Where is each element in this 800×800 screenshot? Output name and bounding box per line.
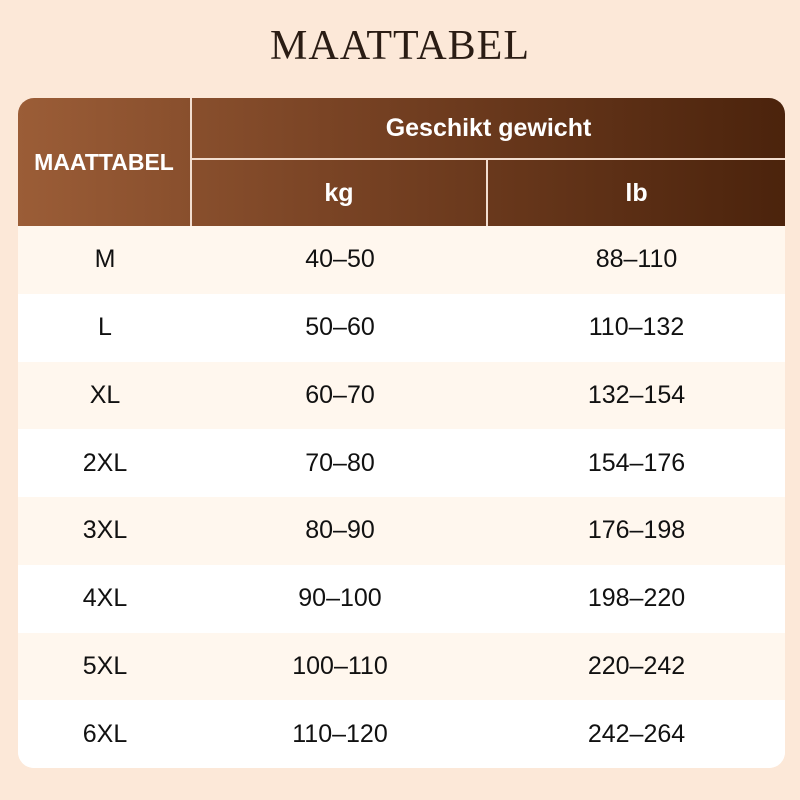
size-cell: 6XL [82, 719, 128, 748]
table-row: 3XL 80–90 176–198 [18, 497, 785, 565]
table-row: M 40–50 88–110 [18, 226, 785, 294]
size-cell: M [94, 245, 116, 274]
size-cell: L [98, 313, 112, 342]
column-header: kg [192, 160, 488, 226]
weight-cell: 50–60 [305, 313, 375, 342]
weight-cell: 242–264 [587, 719, 686, 748]
weight-cell: 88–110 [595, 245, 678, 274]
weight-cell: 90–100 [298, 584, 382, 613]
table-row: XL 60–70 132–154 [18, 361, 785, 430]
size-cell: 2XL [82, 448, 128, 477]
table-row: 6XL 110–120 242–264 [18, 700, 785, 768]
corner-header: MAATTABEL [18, 98, 192, 226]
table-row: L 50–60 110–132 [18, 293, 785, 362]
weight-cell: 110–132 [588, 313, 685, 342]
table-row: 5XL 100–110 220–242 [18, 632, 785, 701]
table-body: M 40–50 88–110 L 50–60 110–132 XL 60–70 132–154 2… [18, 226, 785, 768]
weight-cell: 198–220 [587, 584, 686, 613]
size-cell: XL [89, 380, 121, 409]
weight-cell: 40–50 [305, 245, 375, 274]
weight-cell: 176–198 [587, 516, 686, 545]
weight-cell: 110–120 [292, 719, 388, 748]
weight-cell: 70–80 [305, 448, 375, 477]
weight-cell: 80–90 [305, 516, 375, 545]
weight-cell: 132–154 [587, 380, 686, 409]
size-table: MAATTABEL Geschikt gewicht kg lb M 40–50 8… [18, 98, 785, 768]
size-cell: 4XL [82, 584, 128, 613]
table-row: 4XL 90–100 198–220 [18, 564, 785, 633]
weight-cell: 100–110 [292, 651, 388, 680]
weight-cell: 154–176 [587, 448, 686, 477]
column-header: lb [625, 178, 648, 207]
table-row: 2XL 70–80 154–176 [18, 429, 785, 497]
size-cell: 5XL [82, 651, 128, 680]
table-header: MAATTABEL Geschikt gewicht kg lb [18, 98, 785, 226]
size-cell: 3XL [82, 516, 128, 545]
group-header: Geschikt gewicht [192, 98, 785, 160]
page-title: MAATTABEL [270, 23, 530, 69]
weight-cell: 220–242 [587, 651, 686, 680]
weight-cell: 60–70 [305, 380, 375, 409]
